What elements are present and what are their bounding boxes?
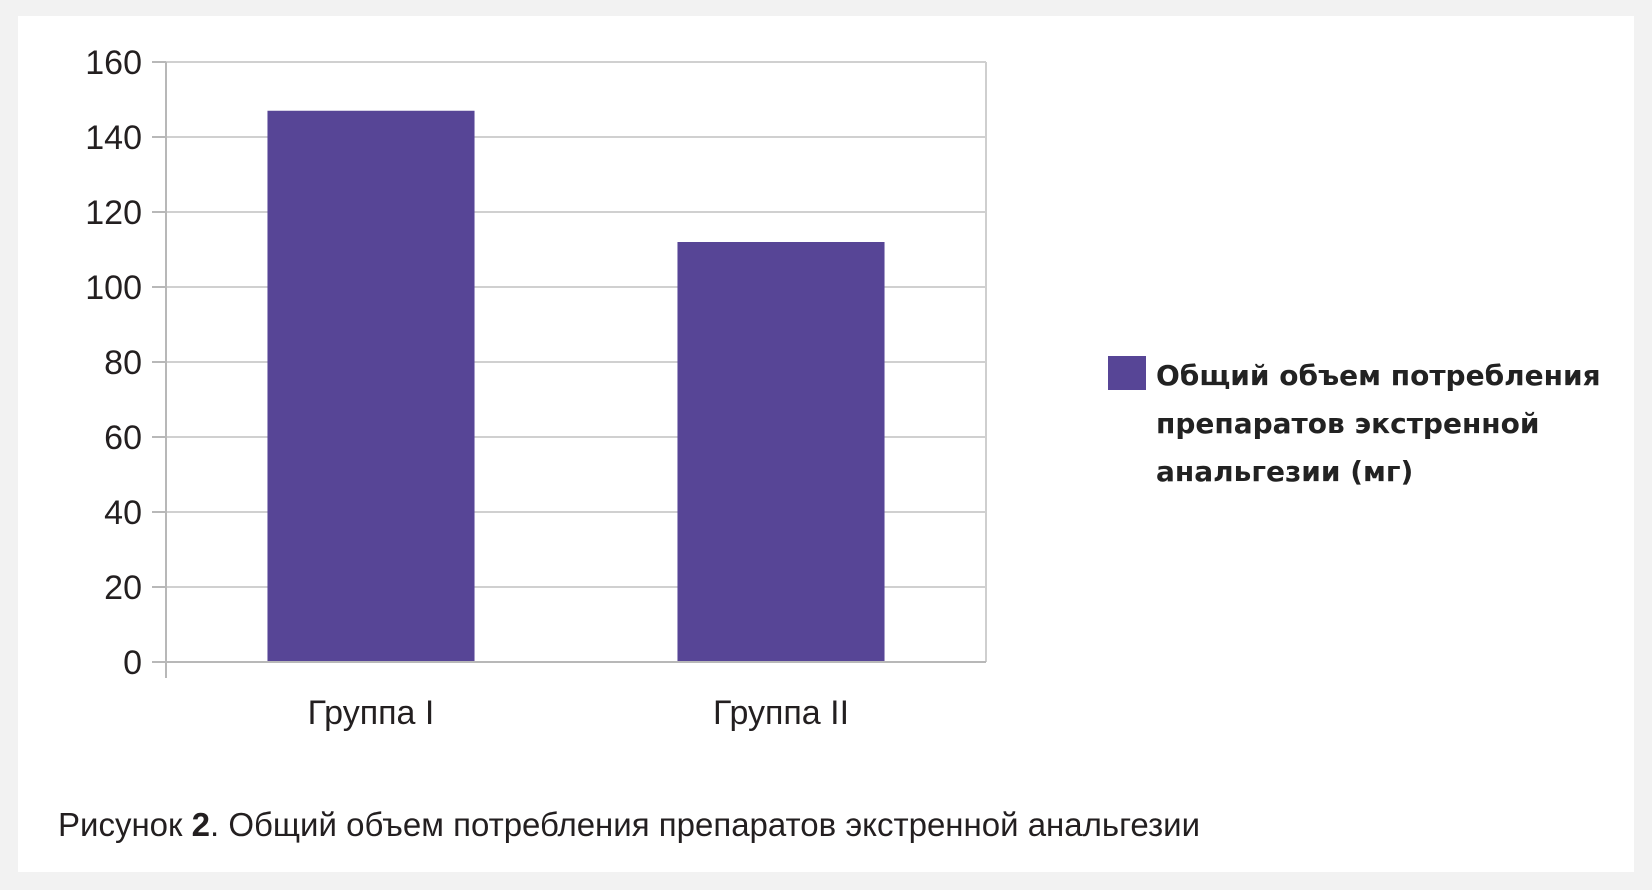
- x-tick-label: Группа I: [308, 694, 435, 732]
- bar-chart: 0 20 40 60 80 100 120 140 160 Группа I Группа II: [85, 44, 987, 732]
- legend: Общий объем потребления препаратов экстр…: [1108, 352, 1626, 496]
- y-tick-label: 100: [85, 269, 142, 307]
- x-tick-labels: Группа I Группа II: [308, 694, 849, 732]
- y-tick-label: 80: [104, 344, 142, 382]
- legend-swatch: [1108, 356, 1146, 390]
- figure-frame: 0 20 40 60 80 100 120 140 160 Группа I Группа II …: [18, 16, 1634, 872]
- figure-caption: Рисунок 2. Общий объем потребления препа…: [58, 806, 1200, 844]
- y-tick-label: 160: [85, 44, 142, 82]
- caption-text: . Общий объем потребления препаратов экс…: [210, 806, 1201, 843]
- y-tick-label: 140: [85, 119, 142, 157]
- x-tick-label: Группа II: [713, 694, 849, 732]
- y-tick-label: 120: [85, 194, 142, 232]
- y-tick-label: 0: [123, 644, 142, 682]
- y-tick-labels: 0 20 40 60 80 100 120 140 160: [85, 44, 142, 682]
- y-tick-label: 40: [104, 494, 142, 532]
- y-tick-label: 60: [104, 419, 142, 457]
- caption-prefix: Рисунок: [58, 806, 183, 843]
- caption-number: 2: [191, 806, 210, 843]
- legend-label: Общий объем потребления препаратов экстр…: [1156, 359, 1601, 488]
- bars: [267, 110, 885, 662]
- bar: [677, 242, 885, 662]
- axes: [152, 61, 987, 678]
- y-tick-label: 20: [104, 569, 142, 607]
- bar: [267, 110, 475, 662]
